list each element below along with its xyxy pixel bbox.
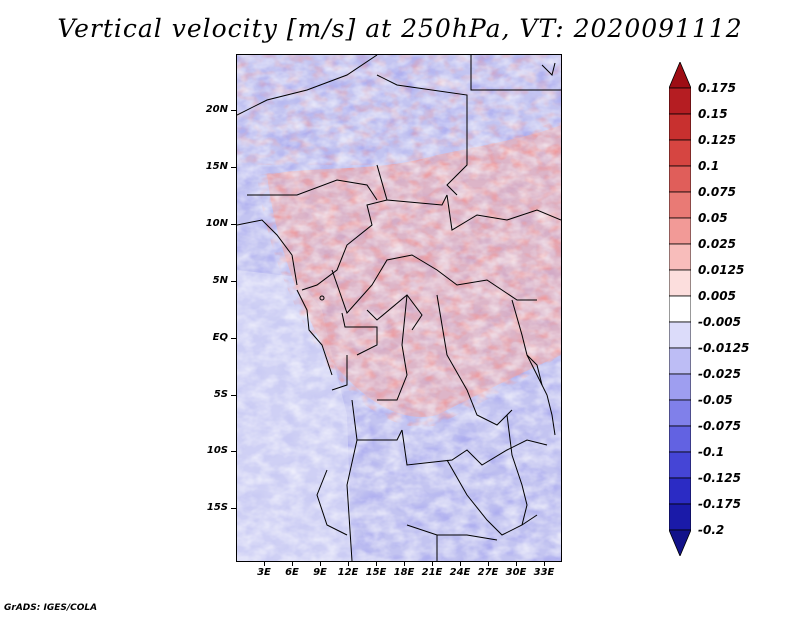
lat-label-10s: 10S xyxy=(206,445,228,456)
lon-label-21e: 21E xyxy=(421,567,443,578)
colorbar-segment xyxy=(669,477,691,505)
lat-label-10n: 10N xyxy=(205,218,228,229)
tick-18e xyxy=(404,562,405,566)
colorbar-segment xyxy=(669,373,691,401)
tick-24e xyxy=(460,562,461,566)
colorbar-segment xyxy=(669,347,691,375)
lat-label-eq: EQ xyxy=(212,332,228,343)
tick-15e xyxy=(376,562,377,566)
tick-6e xyxy=(292,562,293,566)
tick-27e xyxy=(488,562,489,566)
colorbar-label: -0.175 xyxy=(698,497,741,511)
lon-label-18e: 18E xyxy=(393,567,415,578)
colorbar-segment xyxy=(669,165,691,193)
lon-label-12e: 12E xyxy=(337,567,359,578)
lon-label-33e: 33E xyxy=(533,567,555,578)
tick-20n xyxy=(231,110,236,111)
tick-5n xyxy=(231,281,236,282)
colorbar-label: 0.005 xyxy=(698,289,736,303)
colorbar-label: 0.0125 xyxy=(698,263,745,277)
colorbar-label: 0.1 xyxy=(698,159,720,173)
colorbar-segment xyxy=(669,217,691,245)
colorbar-segment xyxy=(669,191,691,219)
grads-credit: GrADS: IGES/COLA xyxy=(4,603,98,613)
colorbar-segment xyxy=(669,269,691,297)
colorbar-label: 0.075 xyxy=(698,185,736,199)
tick-eq xyxy=(231,338,236,339)
lat-label-15s: 15S xyxy=(206,502,228,513)
colorbar-segment xyxy=(669,425,691,453)
colorbar-label: 0.175 xyxy=(698,81,736,95)
tick-10n xyxy=(231,224,236,225)
colorbar xyxy=(669,62,691,556)
map-title: Vertical velocity [m/s] at 250hPa, VT: 2… xyxy=(57,14,743,43)
colorbar-label: 0.05 xyxy=(698,211,728,225)
lat-label-5n: 5N xyxy=(212,275,228,286)
colorbar-label: -0.0125 xyxy=(698,341,750,355)
colorbar-label: -0.075 xyxy=(698,419,741,433)
colorbar-label: -0.005 xyxy=(698,315,741,329)
colorbar-segment xyxy=(669,451,691,479)
tick-21e xyxy=(432,562,433,566)
tick-15s xyxy=(231,508,236,509)
colorbar-label: 0.15 xyxy=(698,107,728,121)
colorbar-label: -0.125 xyxy=(698,471,741,485)
colorbar-segment-top xyxy=(669,62,691,89)
lon-label-15e: 15E xyxy=(365,567,387,578)
tick-33e xyxy=(544,562,545,566)
lon-label-30e: 30E xyxy=(505,567,527,578)
lon-label-3e: 3E xyxy=(257,567,271,578)
colorbar-label: 0.125 xyxy=(698,133,736,147)
colorbar-segment xyxy=(669,295,691,323)
lat-label-20n: 20N xyxy=(205,104,228,115)
colorbar-segment-bottom xyxy=(669,529,691,556)
vertical-velocity-field xyxy=(237,55,561,561)
lon-label-24e: 24E xyxy=(449,567,471,578)
tick-12e xyxy=(348,562,349,566)
lon-label-27e: 27E xyxy=(477,567,499,578)
colorbar-label: -0.025 xyxy=(698,367,741,381)
colorbar-label: -0.1 xyxy=(698,445,725,459)
colorbar-segment xyxy=(669,503,691,531)
colorbar-segment xyxy=(669,399,691,427)
tick-30e xyxy=(516,562,517,566)
tick-9e xyxy=(320,562,321,566)
tick-3e xyxy=(264,562,265,566)
tick-5s xyxy=(231,395,236,396)
colorbar-segment xyxy=(669,113,691,141)
colorbar-label: -0.2 xyxy=(698,523,725,537)
tick-15n xyxy=(231,167,236,168)
colorbar-segment xyxy=(669,321,691,349)
lat-label-5s: 5S xyxy=(213,389,228,400)
colorbar-label: 0.025 xyxy=(698,237,736,251)
lon-label-6e: 6E xyxy=(285,567,299,578)
map-plot-area xyxy=(236,54,562,562)
colorbar-segment xyxy=(669,139,691,167)
lon-label-9e: 9E xyxy=(313,567,327,578)
colorbar-label: -0.05 xyxy=(698,393,733,407)
colorbar-segment xyxy=(669,87,691,115)
tick-10s xyxy=(231,451,236,452)
colorbar-segment xyxy=(669,243,691,271)
lat-label-15n: 15N xyxy=(205,161,228,172)
